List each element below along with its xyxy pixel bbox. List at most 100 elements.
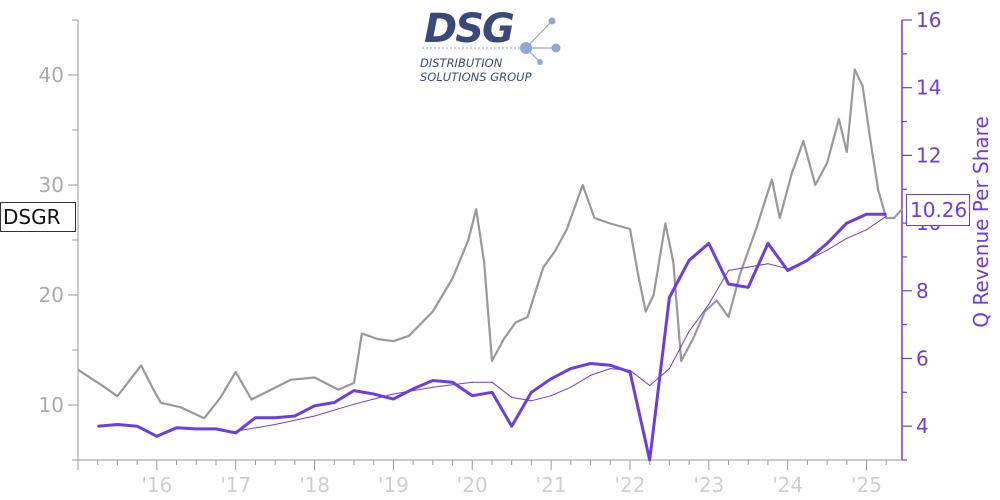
price-line-point: [475, 208, 477, 210]
price-line-point: [160, 402, 162, 404]
revenue-trend-line-point: [491, 381, 493, 383]
right-tick-label: 12: [916, 143, 941, 167]
revenue-line-point: [767, 242, 769, 244]
revenue-trend-line-point: [609, 368, 611, 370]
price-line-point: [179, 406, 182, 408]
revenue-line-point: [195, 428, 197, 430]
revenue-line-point: [136, 425, 138, 427]
revenue-trend-line-point: [767, 263, 769, 265]
price-line-point: [664, 222, 667, 225]
right-tick-label: 16: [916, 8, 941, 32]
revenue-line-group: [97, 212, 887, 462]
revenue-line-point: [826, 242, 828, 244]
price-line-point: [377, 338, 379, 340]
revenue-trend-line-point: [668, 368, 671, 370]
price-line-point: [609, 222, 611, 225]
revenue-line-point: [314, 405, 316, 407]
left-tick-label: 40: [39, 63, 64, 87]
revenue-trend-line-point: [629, 369, 631, 371]
revenue-trend-line-point: [511, 396, 513, 398]
price-line-point: [771, 178, 773, 181]
revenue-line-point: [254, 417, 256, 419]
price-line-point: [672, 261, 674, 263]
price-line-point: [219, 397, 221, 399]
revenue-line-point: [885, 213, 887, 215]
price-line-point: [566, 228, 568, 230]
x-tick-label: '24: [772, 473, 803, 497]
price-line-point: [885, 217, 887, 219]
revenue-line: [97, 212, 887, 462]
price-line-point: [779, 217, 781, 219]
revenue-line-point: [491, 391, 493, 393]
revenue-line-point: [550, 378, 552, 380]
price-line-point: [353, 382, 355, 384]
price-line-point: [680, 360, 682, 362]
price-line-point: [451, 277, 454, 280]
revenue-trend-line-point: [865, 229, 868, 231]
price-line-point: [755, 228, 757, 230]
price-line-point: [739, 272, 742, 274]
price-line-point: [140, 364, 142, 366]
price-line-point: [814, 184, 816, 186]
revenue-trend-line-point: [550, 395, 552, 397]
price-line-point: [893, 217, 895, 219]
revenue-line-point: [156, 435, 158, 437]
revenue-line-point: [629, 371, 631, 373]
price-line-point: [716, 299, 718, 302]
price-line-point: [250, 398, 253, 401]
price-line-point: [629, 228, 631, 230]
price-line-point: [704, 310, 706, 313]
price-line-point: [526, 316, 529, 318]
price-line-point: [838, 118, 840, 120]
price-line-point: [901, 208, 903, 210]
revenue-trend-line-point: [688, 330, 690, 332]
revenue-trend-line-point: [432, 386, 434, 388]
price-line-point: [593, 217, 596, 219]
price-line-point: [727, 316, 730, 318]
right-axis-label: Q Revenue Per Share: [969, 116, 993, 328]
revenue-trend-line-point: [846, 237, 848, 239]
price-line-point: [692, 338, 694, 340]
revenue-line-point: [235, 432, 237, 434]
x-tick-label: '25: [851, 473, 882, 497]
revenue-line-point: [471, 395, 473, 397]
right-tick-label: 8: [916, 279, 929, 303]
revenue-trend-line-point: [471, 381, 473, 383]
revenue-line-point: [353, 390, 355, 392]
price-line-point: [203, 417, 205, 419]
price-line-point: [235, 371, 237, 373]
price-line-point: [116, 395, 118, 397]
price-line-point: [582, 184, 584, 186]
revenue-line-point: [294, 415, 296, 417]
price-line-point: [77, 369, 79, 371]
revenue-trend-line-point: [235, 430, 237, 432]
revenue-trend-line-point: [826, 249, 828, 251]
price-line-point: [101, 384, 103, 386]
x-tick-label: '20: [457, 473, 488, 497]
revenue-line-point: [708, 242, 710, 244]
last-value-label: 10.26: [906, 194, 970, 226]
revenue-trend-line-point: [649, 384, 651, 387]
revenue-line-point: [432, 379, 434, 382]
x-tick-label: '19: [378, 473, 409, 497]
revenue-line-point: [787, 269, 789, 272]
revenue-trend-line-point: [885, 215, 887, 217]
revenue-trend-line-point: [747, 266, 749, 268]
revenue-trend-line-point: [530, 400, 533, 402]
price-line-point: [408, 335, 410, 337]
x-tick-label: '23: [693, 473, 724, 497]
revenue-trend-line-point: [708, 303, 710, 305]
price-line: [77, 68, 903, 420]
price-line-point: [645, 310, 647, 313]
price-line-point: [862, 85, 864, 87]
revenue-trend-line-group: [235, 215, 887, 432]
revenue-line-point: [392, 398, 394, 400]
price-line-point: [483, 261, 485, 263]
revenue-trend-line-point: [727, 269, 730, 272]
price-line-point: [467, 239, 469, 241]
revenue-line-point: [412, 388, 414, 390]
ticker-label: DSGR: [0, 202, 76, 232]
price-line-point: [491, 360, 493, 362]
logo-dots-icon: [422, 17, 561, 65]
